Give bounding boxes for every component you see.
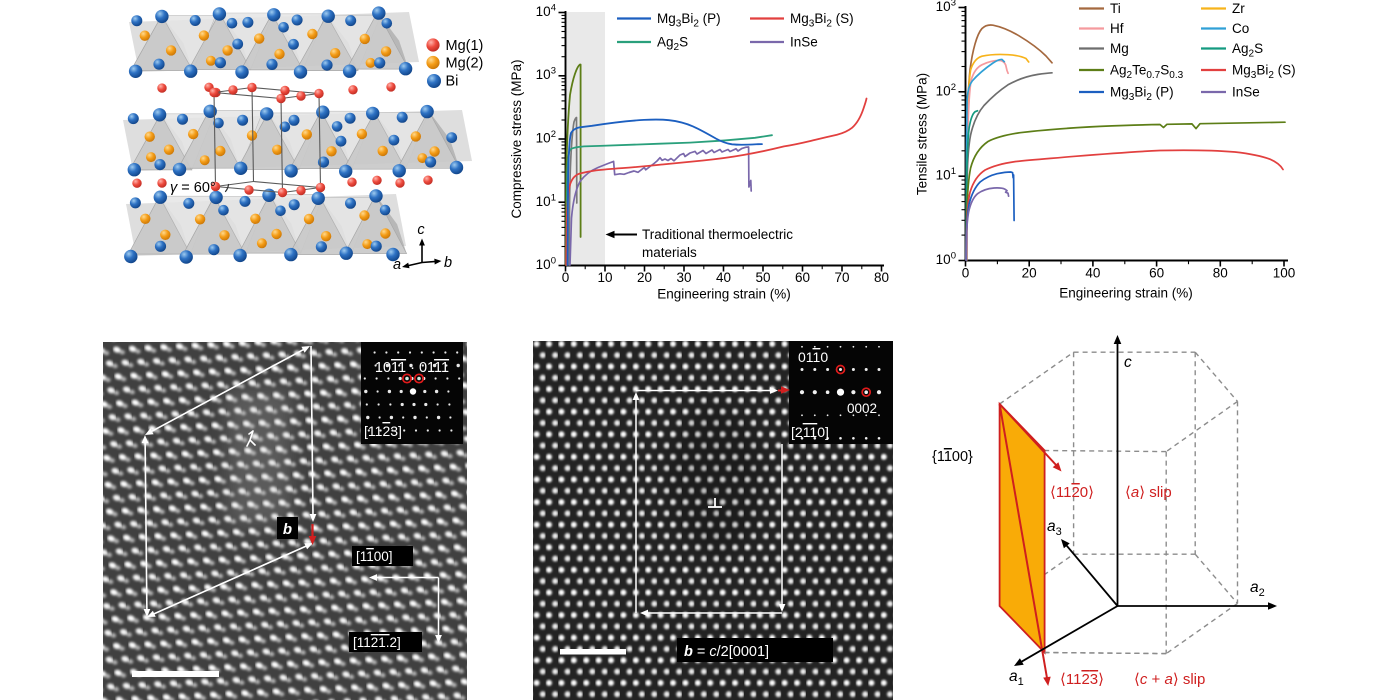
svg-text:Mg: Mg <box>1110 41 1129 56</box>
svg-text:40: 40 <box>716 270 731 285</box>
svg-text:103: 103 <box>936 0 956 14</box>
svg-text:60: 60 <box>795 270 810 285</box>
svg-text:Mg3Bi2 (P): Mg3Bi2 (P) <box>657 11 721 30</box>
svg-text:80: 80 <box>1213 266 1228 281</box>
svg-text:materials: materials <box>642 245 697 260</box>
svg-text:a2: a2 <box>1250 579 1265 599</box>
svg-text:c: c <box>417 222 425 238</box>
svg-text:0110: 0110 <box>798 349 828 365</box>
svg-text:101: 101 <box>936 166 956 183</box>
svg-text:Ag2S: Ag2S <box>1232 41 1263 60</box>
svg-text:10: 10 <box>597 270 612 285</box>
svg-text:Mg3Bi2 (S): Mg3Bi2 (S) <box>790 11 854 30</box>
svg-text:Zr: Zr <box>1232 1 1245 16</box>
svg-text:c: c <box>1124 354 1132 371</box>
svg-text:⟨1120⟩: ⟨1120⟩ <box>1050 484 1094 501</box>
svg-text:40: 40 <box>1085 266 1100 281</box>
svg-text:102: 102 <box>936 82 956 99</box>
svg-text:70: 70 <box>834 270 849 285</box>
svg-text:Compressive stress (MPa): Compressive stress (MPa) <box>509 59 524 218</box>
svg-text:InSe: InSe <box>1232 85 1260 100</box>
svg-text:Mg3Bi2 (P): Mg3Bi2 (P) <box>1110 85 1174 104</box>
svg-text:a1: a1 <box>1009 668 1024 688</box>
svg-text:0: 0 <box>962 266 970 281</box>
svg-text:[1123]: [1123] <box>364 423 402 439</box>
svg-text:Mg3Bi2 (S): Mg3Bi2 (S) <box>1232 63 1296 82</box>
svg-text:104: 104 <box>536 3 556 20</box>
svg-text:0: 0 <box>562 270 570 285</box>
svg-text:a: a <box>393 257 401 273</box>
svg-text:Bi: Bi <box>446 74 459 90</box>
svg-text:20: 20 <box>1022 266 1037 281</box>
svg-text:[1121.2]: [1121.2] <box>353 635 401 650</box>
svg-text:0002: 0002 <box>847 401 877 416</box>
svg-text:[2110]: [2110] <box>791 424 829 440</box>
svg-text:Mg(2): Mg(2) <box>446 56 484 72</box>
svg-text:InSe: InSe <box>790 35 818 50</box>
svg-text:20: 20 <box>637 270 652 285</box>
svg-text:Traditional thermoelectric: Traditional thermoelectric <box>642 227 793 242</box>
svg-text:30: 30 <box>676 270 691 285</box>
svg-text:⟨1123⟩: ⟨1123⟩ <box>1060 671 1104 688</box>
svg-text:⟨a⟩ slip: ⟨a⟩ slip <box>1125 484 1172 501</box>
svg-text:60: 60 <box>1149 266 1164 281</box>
svg-text:b: b <box>283 521 292 538</box>
svg-text:{1100}: {1100} <box>932 449 973 465</box>
svg-text:100: 100 <box>536 256 556 273</box>
svg-text:Mg(1): Mg(1) <box>446 38 484 54</box>
svg-text:Co: Co <box>1232 21 1249 36</box>
svg-text:1011 · 0111: 1011 · 0111 <box>375 360 449 376</box>
svg-text:⟨c + a⟩ slip: ⟨c + a⟩ slip <box>1134 671 1205 688</box>
svg-text:Hf: Hf <box>1110 21 1124 36</box>
svg-text:Ag2Te0.7S0.3: Ag2Te0.7S0.3 <box>1110 63 1184 82</box>
svg-text:[1100]: [1100] <box>356 549 393 564</box>
svg-text:101: 101 <box>536 192 556 209</box>
svg-text:b = c/2[0001]: b = c/2[0001] <box>684 644 769 660</box>
svg-text:80: 80 <box>874 270 889 285</box>
svg-text:Ti: Ti <box>1110 1 1121 16</box>
svg-text:Engineering strain (%): Engineering strain (%) <box>657 287 791 302</box>
svg-text:50: 50 <box>755 270 770 285</box>
svg-text:Engineering strain (%): Engineering strain (%) <box>1059 286 1193 301</box>
svg-text:Ag2S: Ag2S <box>657 35 688 54</box>
svg-text:103: 103 <box>536 66 556 83</box>
svg-text:Tensile stress (MPa): Tensile stress (MPa) <box>915 73 930 195</box>
svg-text:a3: a3 <box>1047 518 1062 538</box>
svg-text:100: 100 <box>936 251 956 268</box>
svg-text:102: 102 <box>536 129 556 146</box>
svg-text:γ = 60°: γ = 60° <box>170 180 216 196</box>
svg-text:100: 100 <box>1273 266 1296 281</box>
svg-text:b: b <box>444 255 452 271</box>
